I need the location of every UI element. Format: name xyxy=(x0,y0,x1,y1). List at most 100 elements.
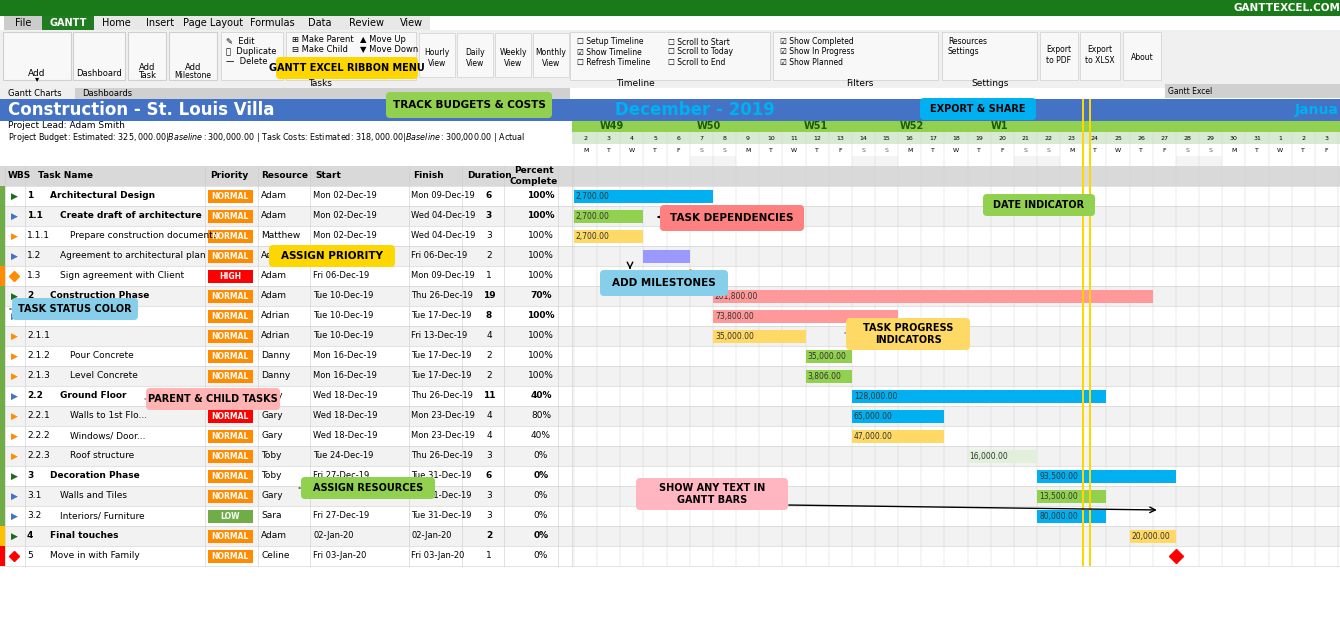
Text: M: M xyxy=(745,148,750,153)
Bar xyxy=(852,410,945,423)
Bar xyxy=(572,121,1340,132)
Bar xyxy=(129,32,166,80)
Text: Adam: Adam xyxy=(261,252,287,260)
Text: ▼ Move Down: ▼ Move Down xyxy=(360,44,418,53)
Text: 2: 2 xyxy=(486,352,492,361)
Bar xyxy=(574,230,643,243)
Bar xyxy=(0,132,572,144)
Text: TASK STATUS COLOR: TASK STATUS COLOR xyxy=(19,304,131,314)
Bar xyxy=(0,266,5,286)
Text: Pour Concrete: Pour Concrete xyxy=(70,352,134,361)
Text: 17: 17 xyxy=(929,135,937,140)
Text: W: W xyxy=(1277,148,1284,153)
Text: 3: 3 xyxy=(1324,135,1328,140)
Bar xyxy=(0,486,572,506)
Text: ▶: ▶ xyxy=(11,332,17,341)
Text: Mon 16-Dec-19: Mon 16-Dec-19 xyxy=(314,371,377,381)
Text: 8: 8 xyxy=(486,312,492,321)
Text: 12: 12 xyxy=(813,135,821,140)
Bar xyxy=(419,33,456,77)
Text: 3: 3 xyxy=(486,212,492,220)
Text: Interiors/ Furniture: Interiors/ Furniture xyxy=(60,511,145,520)
Bar xyxy=(138,16,182,30)
Text: Settings: Settings xyxy=(947,48,980,56)
Bar xyxy=(572,326,1340,346)
Text: Final touches: Final touches xyxy=(50,531,118,540)
Text: Adam: Adam xyxy=(261,272,287,280)
Bar xyxy=(1240,0,1340,16)
Text: T: T xyxy=(607,148,611,153)
Text: 2,700.00: 2,700.00 xyxy=(576,232,610,240)
Text: Tue 17-Dec-19: Tue 17-Dec-19 xyxy=(411,312,472,321)
Text: 80%: 80% xyxy=(531,411,551,421)
Text: Decoration Phase: Decoration Phase xyxy=(50,471,139,481)
Text: Adam: Adam xyxy=(261,212,287,220)
Text: 4: 4 xyxy=(486,411,492,421)
FancyBboxPatch shape xyxy=(921,98,1036,120)
Bar xyxy=(0,466,572,486)
Bar xyxy=(805,370,852,383)
Text: 10: 10 xyxy=(766,135,775,140)
Bar xyxy=(0,0,1340,16)
Text: 100%: 100% xyxy=(528,272,553,280)
Bar xyxy=(1123,32,1160,80)
Text: 35,000.00: 35,000.00 xyxy=(808,352,847,361)
Text: W: W xyxy=(628,148,635,153)
Bar xyxy=(572,546,1340,566)
Text: Dashboards: Dashboards xyxy=(82,89,133,98)
Bar xyxy=(1130,530,1177,543)
Text: T: T xyxy=(977,148,981,153)
Text: T: T xyxy=(1093,148,1097,153)
Text: ☑ Show In Progress: ☑ Show In Progress xyxy=(780,48,855,56)
Text: 25: 25 xyxy=(1114,135,1122,140)
Bar xyxy=(572,206,1340,226)
Text: T: T xyxy=(1139,148,1143,153)
Text: F: F xyxy=(1325,148,1328,153)
Bar xyxy=(572,386,1340,406)
Text: 128,000.00: 128,000.00 xyxy=(854,391,898,401)
Bar xyxy=(572,406,1340,426)
Text: 3: 3 xyxy=(486,491,492,501)
Bar xyxy=(713,310,898,323)
Text: 16,000.00: 16,000.00 xyxy=(970,451,1008,461)
Text: December - 2019: December - 2019 xyxy=(615,101,775,119)
Text: Thu 26-Dec-19: Thu 26-Dec-19 xyxy=(411,292,473,300)
Bar xyxy=(572,132,1340,144)
Text: Timeline: Timeline xyxy=(615,80,654,88)
Bar xyxy=(0,286,5,306)
Text: Toby: Toby xyxy=(261,451,281,461)
Bar xyxy=(300,16,340,30)
Text: Fri 03-Jan-20: Fri 03-Jan-20 xyxy=(411,552,465,560)
Bar xyxy=(4,16,42,30)
Text: Celine: Celine xyxy=(261,552,289,560)
Bar xyxy=(0,426,5,446)
Text: Monthly
View: Monthly View xyxy=(536,48,567,68)
Text: Wed 18-Dec-19: Wed 18-Dec-19 xyxy=(314,391,378,401)
Text: Wed 04-Dec-19: Wed 04-Dec-19 xyxy=(411,232,476,240)
Bar xyxy=(0,486,5,506)
Text: ⊞ Make Parent: ⊞ Make Parent xyxy=(292,34,354,43)
Text: 11: 11 xyxy=(791,135,797,140)
Text: Ground Floor: Ground Floor xyxy=(60,391,126,401)
Text: Dashboard: Dashboard xyxy=(76,68,122,78)
Text: 3,806.00: 3,806.00 xyxy=(808,371,842,381)
Text: Mon 16-Dec-19: Mon 16-Dec-19 xyxy=(314,352,377,361)
Bar xyxy=(572,466,1340,486)
Bar xyxy=(208,330,253,343)
Text: 80,000.00: 80,000.00 xyxy=(1038,511,1077,520)
Text: Thu 26-Dec-19: Thu 26-Dec-19 xyxy=(411,451,473,461)
Text: ADD MILESTONES: ADD MILESTONES xyxy=(612,278,716,288)
Bar xyxy=(208,210,253,223)
Bar xyxy=(457,33,493,77)
Bar xyxy=(94,16,138,30)
Text: ▶: ▶ xyxy=(11,471,17,481)
Text: NORMAL: NORMAL xyxy=(212,492,249,501)
Text: EXPORT & SHARE: EXPORT & SHARE xyxy=(930,104,1025,114)
Text: Home: Home xyxy=(102,18,130,28)
Bar xyxy=(852,132,875,566)
FancyBboxPatch shape xyxy=(269,245,395,267)
Text: Fri 27-Dec-19: Fri 27-Dec-19 xyxy=(314,511,370,520)
Bar xyxy=(572,346,1340,366)
Text: Filters: Filters xyxy=(847,80,874,88)
Text: Gantt Excel: Gantt Excel xyxy=(1168,86,1213,96)
